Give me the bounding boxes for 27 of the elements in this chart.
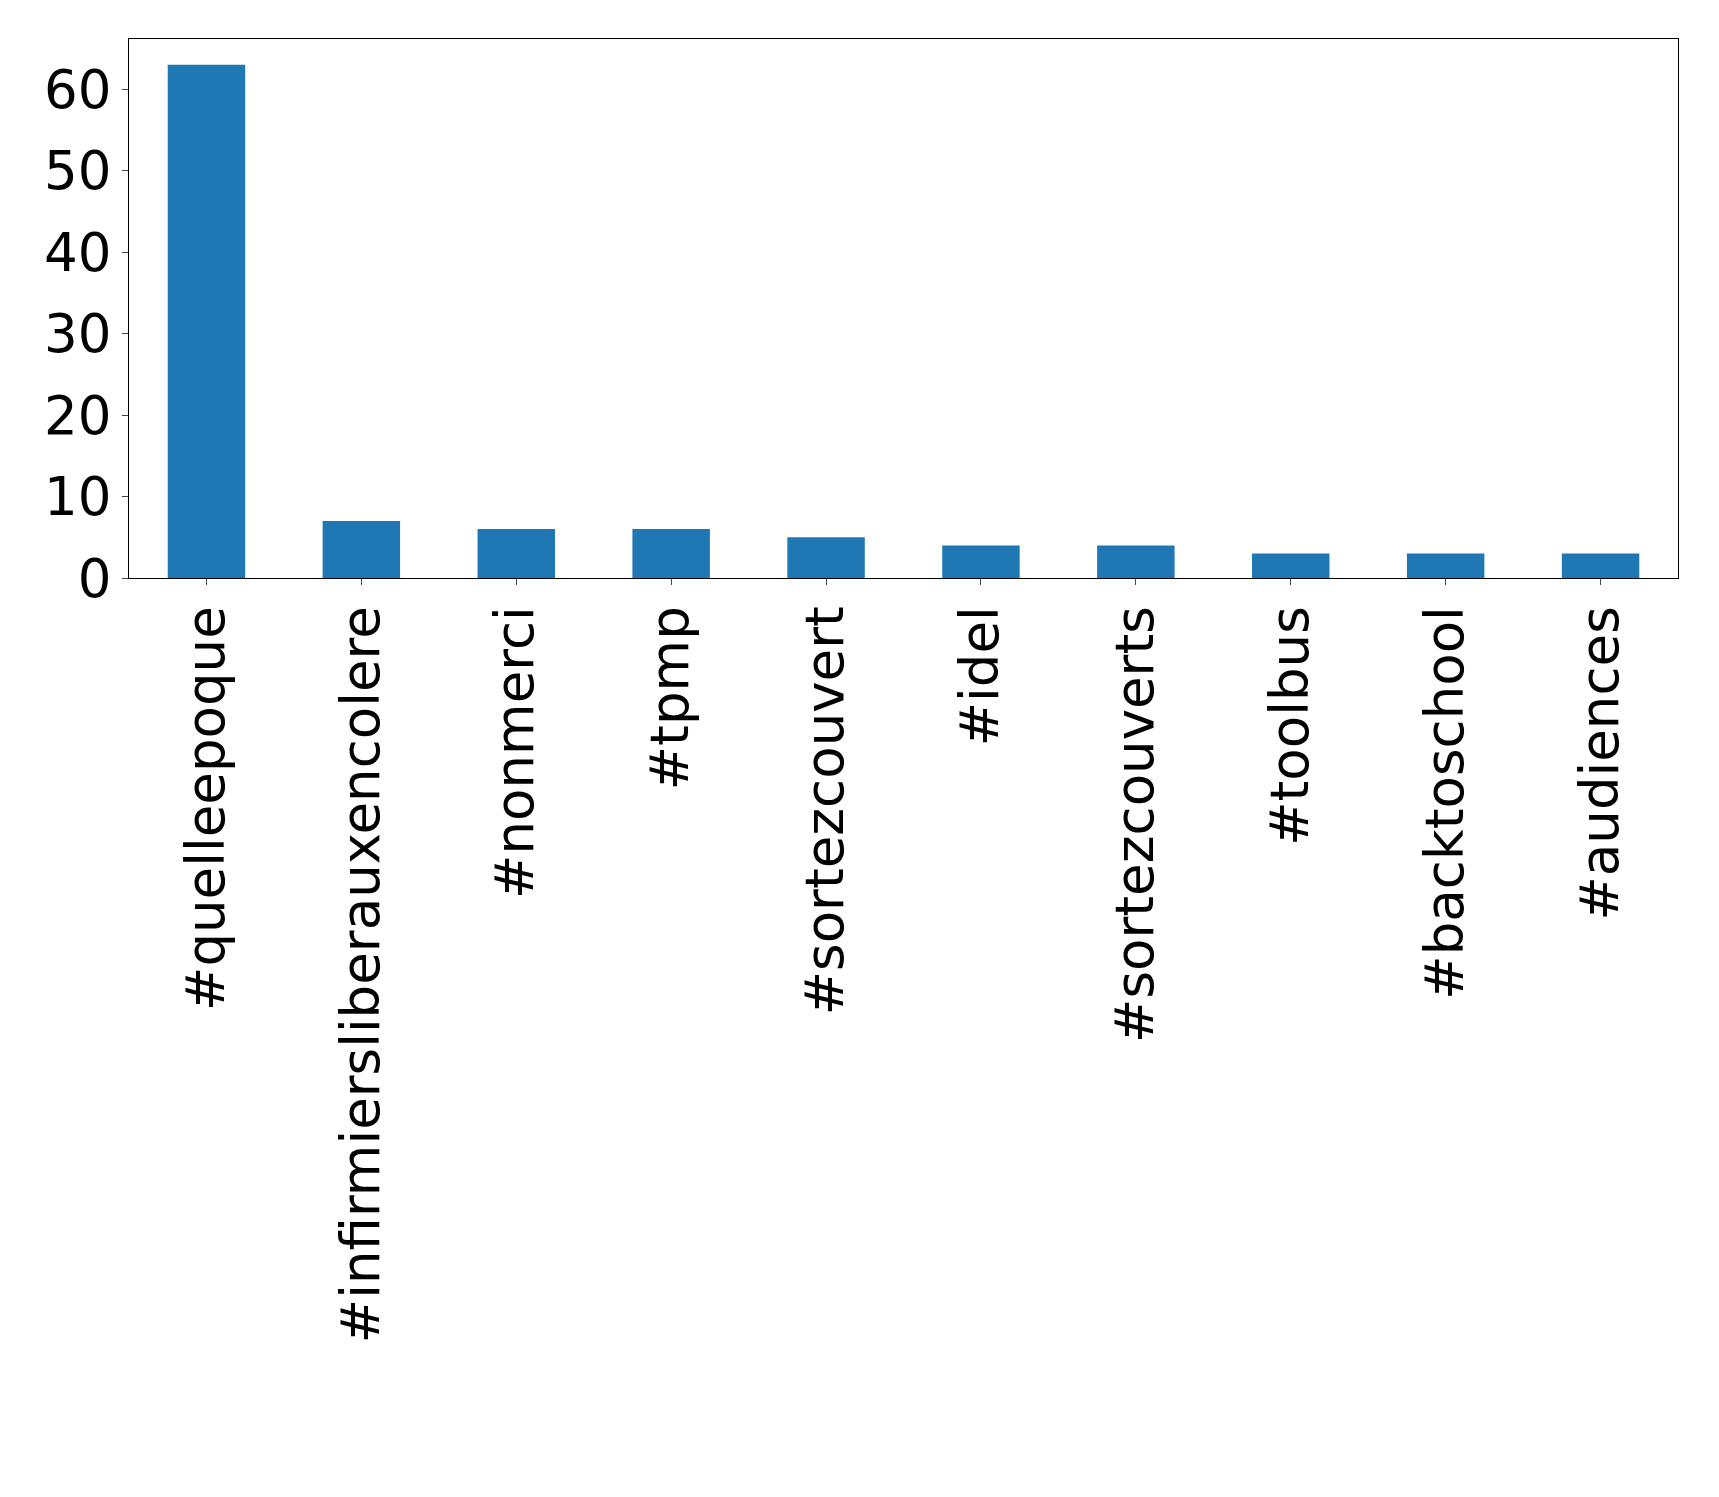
x-tick-label: #sortezcouverts [1104, 606, 1166, 1043]
y-tick-label: 10 [43, 466, 112, 528]
bar [632, 529, 710, 578]
bar [787, 537, 865, 578]
x-tick-label: #backtoschool [1413, 606, 1475, 1000]
y-tick-label: 40 [43, 221, 112, 283]
y-tick-label: 0 [77, 547, 112, 609]
bar [322, 520, 401, 578]
x-tick-label: #quelleepoque [174, 606, 236, 1012]
bar [1406, 553, 1485, 578]
bar [477, 529, 555, 578]
x-tick-label: #infirmiersliberauxencolere [329, 606, 391, 1344]
x-tick-label: #nonmerci [484, 606, 546, 899]
x-tick-label: #idel [949, 606, 1011, 747]
bar [167, 64, 246, 578]
x-tick-label: #toolbus [1258, 606, 1320, 846]
x-tick-label: #sortezcouvert [794, 606, 856, 1016]
bar [942, 545, 1020, 578]
x-tick-label: #tpmp [639, 606, 701, 791]
bar [1561, 553, 1640, 578]
y-tick-label: 50 [43, 140, 112, 202]
x-tick-label: #audiences [1568, 606, 1630, 921]
bar [1252, 553, 1330, 578]
y-tick-label: 60 [43, 58, 112, 120]
bar [1097, 545, 1175, 578]
y-tick-label: 20 [43, 384, 112, 446]
y-tick-label: 30 [43, 303, 112, 365]
